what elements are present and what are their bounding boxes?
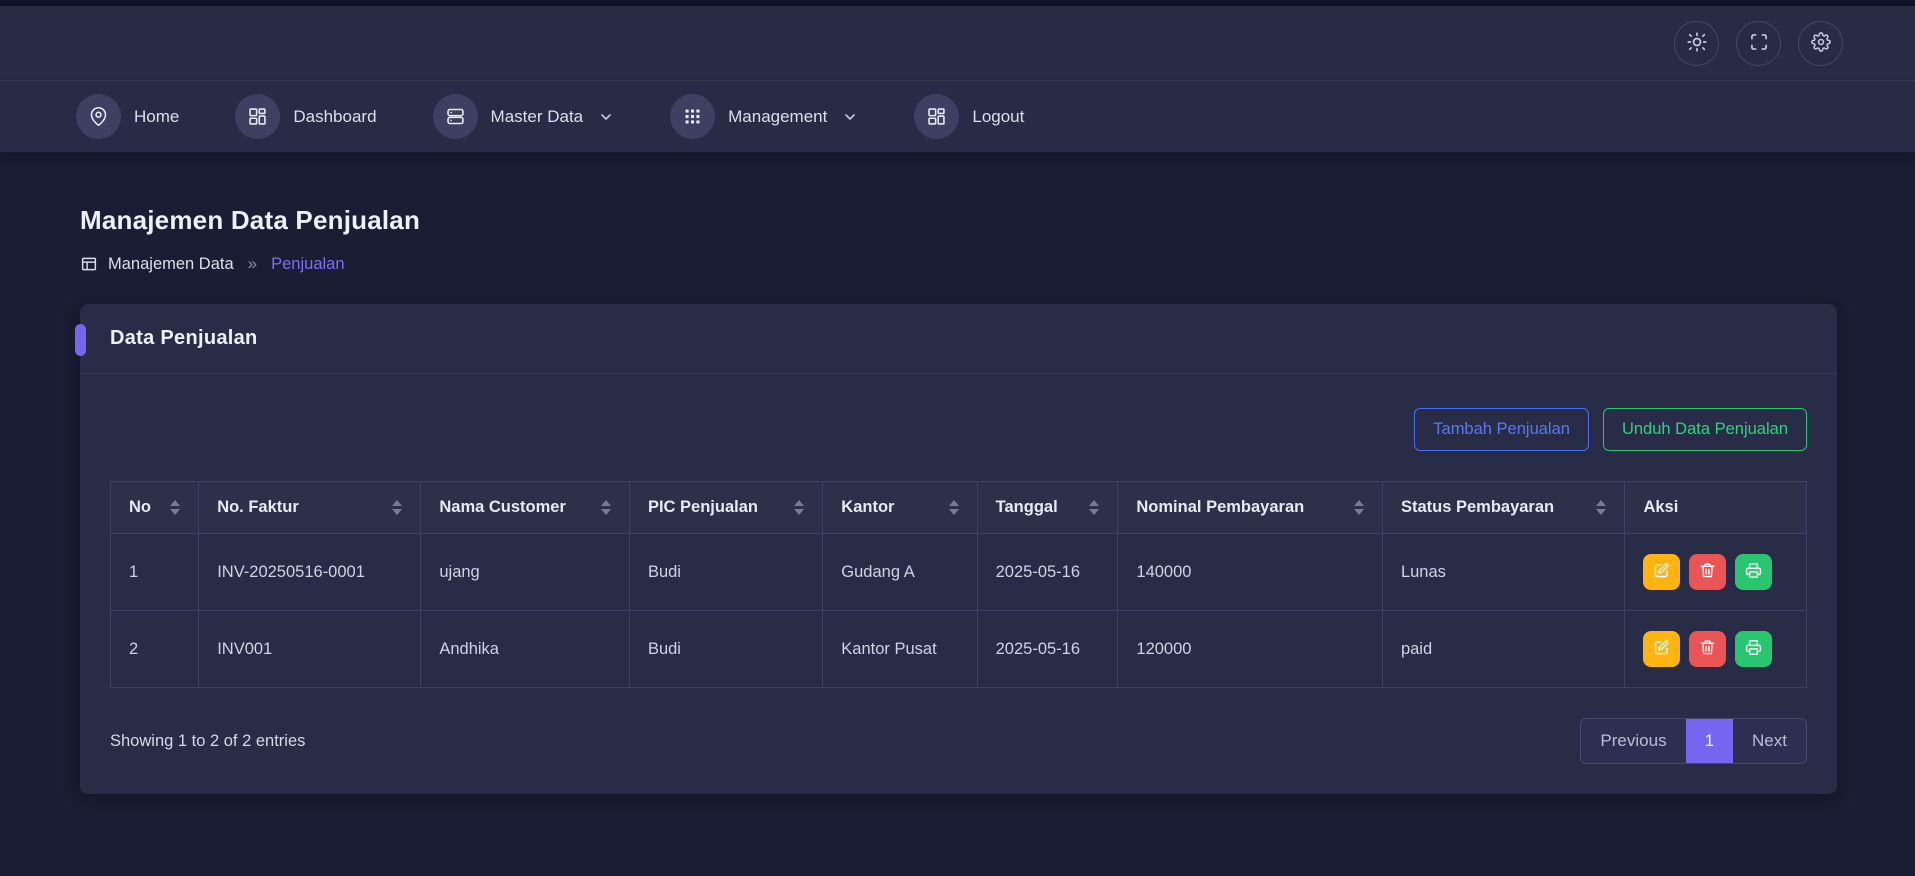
delete-button[interactable] [1689, 631, 1727, 667]
breadcrumb-current[interactable]: Penjualan [271, 254, 345, 273]
sort-icon [948, 500, 959, 515]
topbar [0, 6, 1915, 81]
sales-table: No No. Faktur Nama Customer PIC Penjuala… [109, 481, 1807, 688]
delete-button[interactable] [1689, 554, 1727, 590]
cell-pic: Budi [628, 533, 824, 611]
table-header-row: No No. Faktur Nama Customer PIC Penjuala… [109, 481, 1807, 534]
nav-item-master-data[interactable]: Master Data [432, 94, 615, 139]
nav-item-management[interactable]: Management [670, 94, 858, 139]
cell-pic: Budi [628, 610, 824, 688]
chevron-down-icon [842, 109, 858, 125]
column-header-customer[interactable]: Nama Customer [420, 481, 630, 534]
settings-button[interactable] [1798, 20, 1843, 66]
column-header-no[interactable]: No [109, 481, 200, 534]
cell-actions [1624, 610, 1807, 688]
download-sales-button[interactable]: Unduh Data Penjualan [1602, 408, 1807, 451]
page-title: Manajemen Data Penjualan [80, 205, 421, 235]
table-row: 1 INV-20250516-0001 ujang Budi Gudang A … [109, 533, 1807, 611]
edit-icon [1653, 639, 1670, 659]
sort-icon [794, 500, 805, 515]
printer-icon [1745, 562, 1762, 582]
cell-tanggal: 2025-05-16 [976, 533, 1119, 611]
column-header-status[interactable]: Status Pembayaran [1381, 481, 1626, 534]
breadcrumb: Manajemen Data » Penjualan [80, 254, 1837, 274]
column-header-nominal[interactable]: Nominal Pembayaran [1117, 481, 1383, 534]
pagination-page-1[interactable]: 1 [1685, 719, 1734, 763]
edit-button[interactable] [1643, 554, 1681, 590]
print-button[interactable] [1735, 631, 1773, 667]
pagination-previous[interactable]: Previous [1581, 719, 1685, 763]
cell-no: 1 [109, 533, 200, 611]
cell-kantor: Kantor Pusat [822, 610, 978, 688]
nav-label-master-data: Master Data [490, 106, 584, 126]
nav-label-home: Home [134, 106, 180, 126]
table-footer: Showing 1 to 2 of 2 entries Previous 1 N… [110, 718, 1807, 764]
printer-icon [1745, 639, 1762, 659]
cell-status: paid [1381, 610, 1626, 688]
trash-icon [1699, 639, 1716, 659]
pagination: Previous 1 Next [1580, 718, 1807, 764]
nav-label-logout: Logout [972, 106, 1025, 126]
cell-faktur: INV001 [198, 610, 422, 688]
nav-item-home[interactable]: Home [76, 94, 179, 139]
nav-label-dashboard: Dashboard [293, 106, 377, 126]
print-button[interactable] [1735, 554, 1773, 590]
card-actions-row: Tambah Penjualan Unduh Data Penjualan [110, 408, 1807, 451]
nav-item-dashboard[interactable]: Dashboard [235, 94, 377, 139]
card-accent-bar [75, 324, 86, 356]
nav-item-logout[interactable]: Logout [914, 94, 1024, 139]
sort-icon [170, 500, 181, 515]
edit-icon [1653, 562, 1670, 582]
cell-status: Lunas [1381, 533, 1626, 611]
chevron-down-icon [598, 109, 614, 125]
cell-faktur: INV-20250516-0001 [198, 533, 422, 611]
table-row: 2 INV001 Andhika Budi Kantor Pusat 2025-… [109, 610, 1807, 688]
server-stack-icon [432, 94, 478, 139]
sales-data-card: Data Penjualan Tambah Penjualan Unduh Da… [75, 304, 1837, 794]
fullscreen-button[interactable] [1736, 20, 1781, 66]
pagination-next[interactable]: Next [1733, 719, 1806, 763]
nav-label-management: Management [728, 106, 828, 126]
column-header-kantor[interactable]: Kantor [822, 481, 978, 534]
cell-actions [1624, 533, 1807, 611]
add-sale-button[interactable]: Tambah Penjualan [1414, 408, 1589, 451]
edit-button[interactable] [1643, 631, 1681, 667]
top-strip [0, 0, 1915, 6]
layout-window-icon [80, 255, 98, 273]
topbar-actions [1674, 20, 1843, 66]
card-title: Data Penjualan [110, 327, 258, 349]
location-pin-icon [76, 94, 121, 139]
fullscreen-icon [1749, 32, 1769, 55]
main-nav: Home Dashboard Master Data Management Lo… [0, 81, 1915, 153]
column-header-pic[interactable]: PIC Penjualan [628, 481, 824, 534]
logout-grid-icon [914, 94, 960, 139]
column-header-aksi: Aksi [1624, 481, 1807, 534]
dashboard-grid-icon [235, 94, 281, 139]
cell-customer: ujang [420, 533, 630, 611]
cell-no: 2 [109, 610, 200, 688]
breadcrumb-separator: » [247, 254, 258, 273]
sort-icon [392, 500, 403, 515]
cell-kantor: Gudang A [822, 533, 978, 611]
trash-icon [1699, 562, 1716, 582]
sort-icon [1596, 500, 1607, 515]
main-content: Manajemen Data Penjualan Manajemen Data … [0, 153, 1915, 794]
card-header: Data Penjualan [75, 304, 1837, 374]
cell-nominal: 120000 [1117, 610, 1383, 688]
column-header-tanggal[interactable]: Tanggal [976, 481, 1119, 534]
cell-customer: Andhika [420, 610, 630, 688]
gear-icon [1810, 31, 1831, 55]
column-header-faktur[interactable]: No. Faktur [198, 481, 422, 534]
entries-info: Showing 1 to 2 of 2 entries [110, 731, 306, 750]
sort-icon [600, 500, 611, 515]
breadcrumb-root[interactable]: Manajemen Data [108, 254, 234, 273]
sort-icon [1353, 500, 1364, 515]
cell-tanggal: 2025-05-16 [976, 610, 1119, 688]
brightness-icon [1686, 31, 1707, 55]
card-body: Tambah Penjualan Unduh Data Penjualan No… [80, 374, 1837, 794]
sort-icon [1089, 500, 1100, 515]
cell-nominal: 140000 [1117, 533, 1383, 611]
theme-toggle-button[interactable] [1674, 20, 1719, 66]
grid-dots-icon [670, 94, 716, 139]
